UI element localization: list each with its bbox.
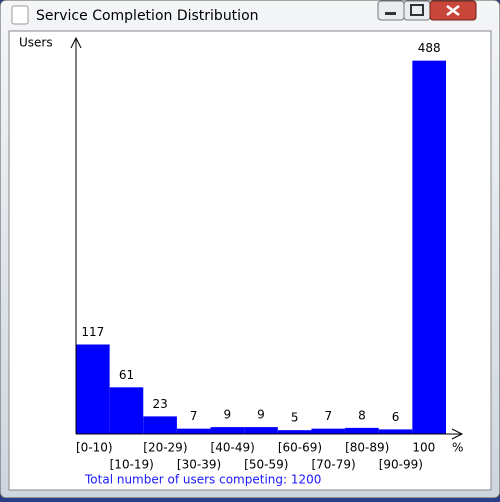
maximize-icon	[410, 4, 424, 16]
minimize-button[interactable]	[377, 0, 405, 21]
value-label: 61	[119, 368, 134, 382]
bar	[311, 428, 346, 434]
bar	[210, 427, 245, 434]
bar	[378, 429, 413, 434]
bar	[143, 416, 177, 434]
x-tick-label: [80-89)	[345, 441, 389, 455]
x-axis-label: %	[452, 441, 463, 455]
maximize-button[interactable]	[403, 0, 431, 21]
x-axis	[76, 428, 464, 440]
app-icon	[11, 5, 29, 25]
bar	[244, 427, 278, 434]
value-label: 8	[358, 408, 366, 422]
value-label: 7	[324, 409, 332, 423]
bar	[176, 428, 211, 434]
value-label: 117	[81, 325, 104, 339]
value-label: 488	[418, 41, 441, 55]
bar	[76, 344, 110, 434]
x-tick-label: [60-69)	[278, 441, 322, 455]
bar	[412, 60, 446, 434]
bar	[109, 387, 144, 434]
value-label: 9	[257, 408, 265, 422]
value-label: 23	[152, 397, 167, 411]
x-tick-label: 100	[412, 441, 435, 455]
x-tick-label: [0-10)	[76, 441, 113, 455]
x-tick-label: [20-29)	[143, 441, 187, 455]
x-tick-label: [50-59)	[244, 458, 288, 472]
close-icon	[446, 5, 460, 16]
window-title: Service Completion Distribution	[36, 8, 259, 24]
bar	[345, 427, 379, 434]
x-tick-label: [10-19)	[110, 458, 154, 472]
x-tick-label: [90-99)	[379, 458, 423, 472]
bar	[277, 430, 312, 434]
y-axis	[70, 36, 82, 434]
value-label: 6	[392, 410, 400, 424]
x-tick-label: [40-49)	[211, 441, 255, 455]
note: Total number of users competing: 1200	[84, 473, 321, 487]
value-label: 9	[224, 408, 232, 422]
value-label: 7	[190, 409, 198, 423]
x-tick-label: [70-79)	[311, 458, 355, 472]
minimize-icon	[385, 12, 396, 15]
x-tick-label: [30-39)	[177, 458, 221, 472]
y-axis-label: Users	[19, 36, 53, 50]
value-label: 5	[291, 411, 299, 425]
